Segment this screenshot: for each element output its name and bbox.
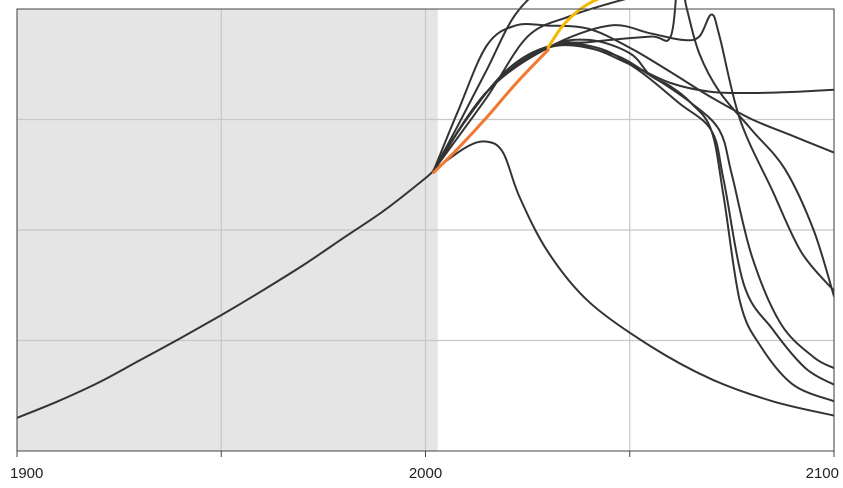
scenario-line-2	[432, 22, 834, 172]
x-tick-label-1900: 1900	[10, 465, 43, 482]
highlighted-scenario-line	[546, 0, 600, 50]
scenario-line-1	[432, 0, 530, 172]
scenario-line-10	[432, 140, 834, 417]
scenario-line-7	[432, 44, 834, 370]
history-line	[17, 169, 435, 419]
x-tick-label-2100: 2100	[806, 465, 839, 482]
scenario-line-6	[432, 42, 834, 386]
axes	[16, 8, 835, 457]
scenario-line-4	[432, 0, 626, 172]
recent-trend-line	[432, 48, 550, 174]
series-lines	[17, 0, 834, 419]
x-tick-label-2000: 2000	[409, 465, 442, 482]
x-tick-labels: 1900 2000 2100	[10, 465, 839, 482]
scenario-line-9	[432, 0, 834, 298]
scenario-line-5	[432, 38, 834, 403]
